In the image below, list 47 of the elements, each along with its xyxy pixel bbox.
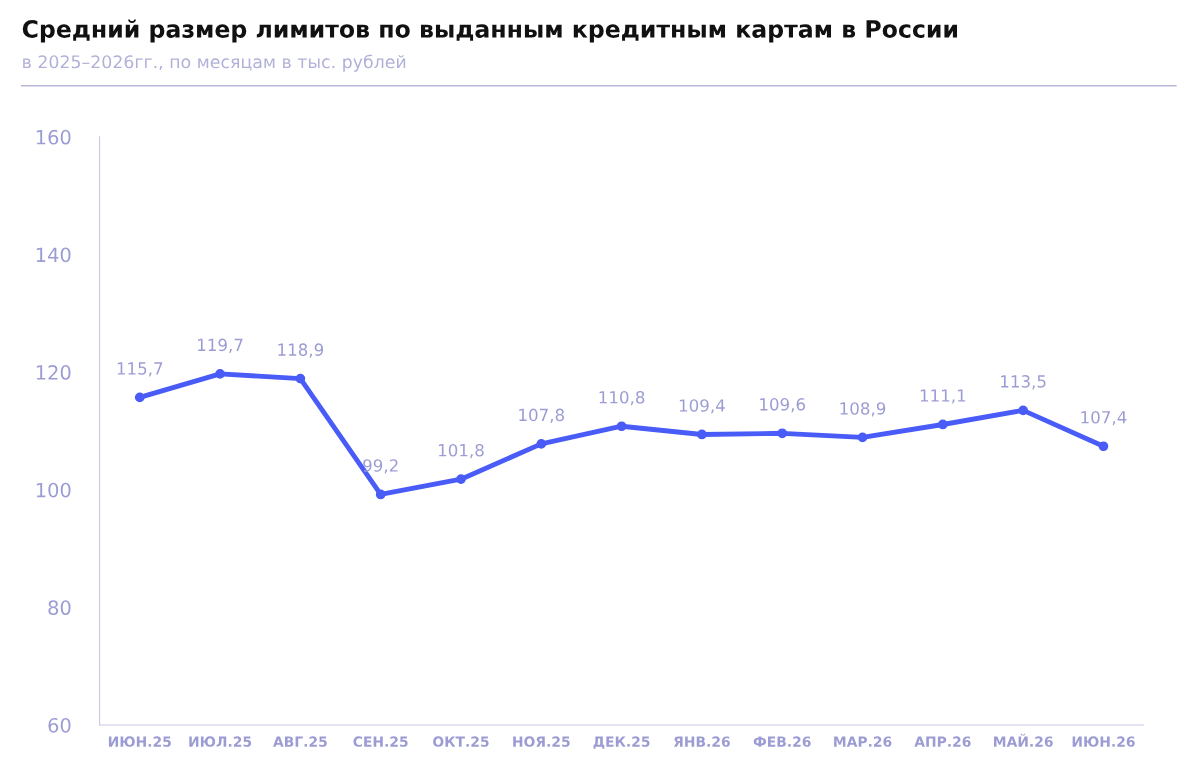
point [456,474,466,485]
point [375,489,386,500]
y-tick-label: 80 [48,600,71,616]
x-tick-label: ФЕВ.26 [753,736,811,747]
x-tick-label: ДЕК.25 [593,736,650,749]
point [536,439,547,449]
data-label: 111,1 [920,389,966,404]
data-label: 115,7 [117,362,163,377]
y-tick-label: 60 [48,717,71,733]
data-label: 118,9 [278,343,324,358]
x-tick-label: АПР.26 [914,736,971,747]
point [616,421,627,432]
x-tick-label: СЕН.25 [353,736,408,747]
data-label: 109,4 [679,399,725,414]
x-tick-label: НОЯ.25 [513,736,570,747]
y-tick-label: 120 [36,365,71,380]
data-label: 113,5 [1001,375,1046,390]
x-tick-label: ИЮН.26 [1072,736,1135,747]
point [777,428,788,439]
point [134,392,145,403]
x-tick-label: ИЮЛ.25 [189,736,252,747]
data-label: 107,8 [519,408,565,423]
x-tick-label: МАЙ.26 [994,733,1053,747]
x-tick-label: ОКТ.25 [433,736,489,747]
point [1098,441,1109,452]
y-tick-label: 160 [36,129,71,145]
data-label: 101,8 [438,443,484,459]
point [697,429,707,440]
chart-subtitle: в 2025–2026гг., по месяцам в тыс. рублей [23,54,406,72]
x-tick-label: МАР.26 [834,736,892,747]
data-label: 107,4 [1081,410,1127,426]
data-label: 119,7 [198,338,243,353]
data-label: 99,2 [363,459,398,474]
y-tick-label: 140 [36,247,71,263]
point [1018,405,1029,416]
y-tick-label: 100 [36,482,71,498]
point [937,419,948,430]
x-tick-label: ЯНВ.26 [674,736,730,747]
data-label: 108,9 [840,402,886,417]
data-label: 110,8 [599,390,645,406]
x-tick-label: АВГ.25 [273,736,327,747]
data-label: 109,6 [760,398,806,413]
chart-title: Средний размер лимитов по выданным кредитным картам в России [22,19,958,43]
point [857,432,868,443]
point [295,373,306,384]
point [215,369,225,379]
x-tick-label: ИЮН.25 [108,736,171,747]
